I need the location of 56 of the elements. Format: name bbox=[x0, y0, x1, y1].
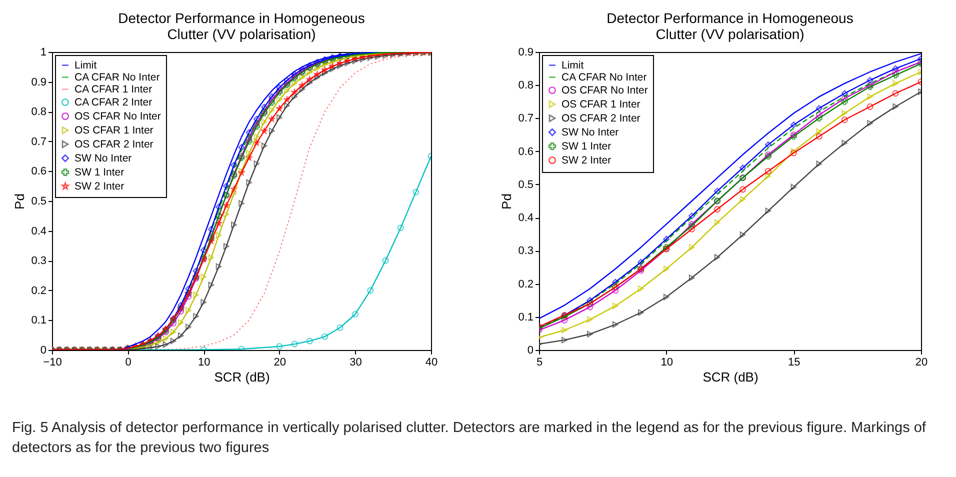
x-tick-label: 40 bbox=[425, 356, 438, 368]
legend-label: Limit bbox=[562, 59, 584, 72]
legend-label: CA CFAR No Inter bbox=[74, 71, 160, 84]
legend-label: SW 1 Inter bbox=[74, 166, 125, 178]
y-tick-label: 0.6 bbox=[518, 146, 534, 158]
legend-label: OS CFAR 2 Inter bbox=[562, 112, 641, 124]
x-tick-label: 15 bbox=[788, 356, 800, 368]
y-tick-label: 0.4 bbox=[31, 225, 46, 238]
legend-label: SW No Inter bbox=[562, 126, 620, 138]
x-tick-label: 20 bbox=[274, 356, 286, 368]
x-tick-label: −10 bbox=[43, 356, 62, 368]
legend-label: CA CFAR No Inter bbox=[562, 71, 648, 84]
legend-label: Limit bbox=[74, 59, 97, 72]
x-tick-label: 20 bbox=[915, 356, 928, 368]
y-tick-label: 0.8 bbox=[518, 80, 534, 92]
legend-label: CA CFAR 2 Inter bbox=[74, 96, 153, 108]
legend-label: OS CFAR 1 Inter bbox=[74, 124, 154, 136]
legend-label: OS CFAR 2 Inter bbox=[74, 138, 154, 150]
y-tick-label: 0 bbox=[527, 344, 534, 356]
x-tick-label: 10 bbox=[198, 356, 210, 368]
y-tick-label: 0.3 bbox=[518, 245, 534, 258]
y-tick-label: 0.9 bbox=[31, 76, 46, 88]
y-tick-label: 0.7 bbox=[31, 136, 46, 148]
legend-label: SW 2 Inter bbox=[74, 180, 125, 192]
y-tick-label: 0 bbox=[40, 344, 46, 356]
y-tick-label: 0.6 bbox=[31, 166, 46, 178]
legend-label: SW 2 Inter bbox=[562, 154, 612, 166]
y-tick-label: 0.4 bbox=[518, 212, 534, 224]
y-tick-label: 0.5 bbox=[31, 196, 46, 208]
legend-label: SW 1 Inter bbox=[562, 140, 612, 152]
x-tick-label: 10 bbox=[660, 356, 673, 368]
y-axis-title: Pd bbox=[12, 194, 28, 210]
chart-title: Detector Performance in Homogeneous Clutter (VV polarisation) bbox=[606, 10, 854, 42]
y-tick-label: 0.2 bbox=[518, 278, 534, 290]
legend-label: SW No Inter bbox=[74, 152, 132, 164]
y-tick-label: 0.2 bbox=[31, 284, 46, 297]
legend-label: OS CFAR 1 Inter bbox=[562, 98, 641, 110]
y-tick-label: 0.9 bbox=[518, 46, 534, 58]
y-tick-label: 0.8 bbox=[31, 106, 46, 118]
y-tick-label: 0.3 bbox=[31, 255, 46, 268]
legend-label: CA CFAR 1 Inter bbox=[74, 83, 153, 96]
x-tick-label: 0 bbox=[125, 356, 132, 368]
caption: Fig. 5 Analysis of detector performance in vertically polarised clutter. Detectors are marked in the legend as for the previous figure. Markings of detectors as for the previous two figures bbox=[12, 419, 927, 458]
legend-label: OS CFAR No Inter bbox=[562, 84, 648, 96]
y-axis-title: Pd bbox=[499, 194, 514, 210]
legend-label: OS CFAR No Inter bbox=[74, 110, 162, 122]
y-tick-label: 0.5 bbox=[518, 178, 534, 191]
x-axis-title: SCR (dB) bbox=[214, 370, 270, 384]
y-tick-label: 0.1 bbox=[31, 314, 46, 327]
y-tick-label: 1 bbox=[40, 46, 46, 58]
chart-title: Detector Performance in Homogeneous Clutter (VV polarisation) bbox=[118, 10, 365, 42]
y-tick-label: 0.1 bbox=[518, 311, 534, 324]
y-tick-label: 0.7 bbox=[518, 112, 534, 125]
x-tick-label: 5 bbox=[536, 356, 543, 368]
x-axis-title: SCR (dB) bbox=[702, 370, 758, 384]
x-tick-label: 30 bbox=[350, 356, 362, 368]
